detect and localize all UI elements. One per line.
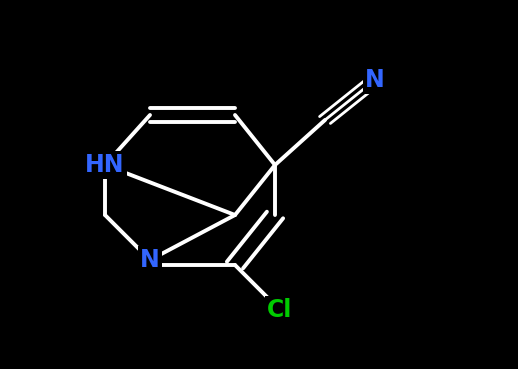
Text: N: N: [140, 248, 160, 272]
Text: N: N: [365, 68, 385, 92]
Text: Cl: Cl: [267, 298, 293, 322]
Text: HN: HN: [85, 153, 125, 177]
